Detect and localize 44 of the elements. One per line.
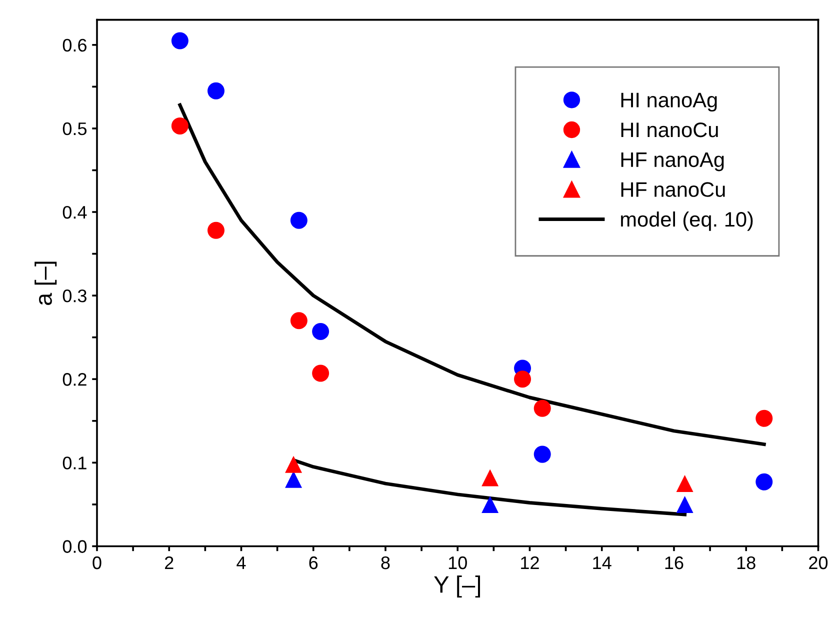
x-tick-label: 6	[309, 556, 318, 570]
x-tick-label: 16	[665, 556, 684, 570]
legend-label: HI nanoAg	[621, 92, 717, 112]
point	[482, 469, 499, 486]
y-tick-label: 0.1	[62, 456, 86, 470]
legend-label: HI nanoCu	[621, 122, 718, 138]
point	[756, 473, 773, 490]
point	[312, 364, 330, 382]
y-axis-title: a [–]	[34, 262, 57, 305]
point	[285, 456, 302, 473]
legend-label: model (eq. 10)	[621, 211, 753, 231]
x-axis-title: Y [–]	[434, 576, 480, 598]
y-tick-label: 0.6	[62, 38, 86, 52]
legend-label: HF nanoCu	[621, 182, 725, 197]
point	[207, 222, 224, 239]
point	[171, 32, 188, 50]
point	[534, 400, 551, 417]
point	[756, 410, 773, 427]
point	[676, 475, 694, 492]
point	[312, 322, 330, 340]
y-tick-label: 0.3	[62, 289, 86, 302]
y-tick-label: 0.2	[62, 373, 86, 386]
point	[171, 117, 188, 134]
y-tick-label: 0.0	[62, 540, 87, 553]
point	[290, 312, 308, 330]
y-tick-label: 0.4	[62, 206, 87, 219]
x-tick-label: 8	[381, 556, 390, 570]
x-tick-label: 12	[521, 556, 539, 570]
point	[676, 496, 694, 513]
x-tick-label: 10	[448, 556, 467, 570]
x-tick-label: 14	[593, 556, 612, 570]
point	[534, 446, 551, 463]
x-tick-label: 18	[737, 556, 756, 570]
x-tick-label: 0	[92, 556, 102, 570]
x-tick-label: 20	[809, 556, 828, 570]
point	[514, 370, 532, 388]
point	[207, 82, 224, 100]
y-tick-label: 0.5	[62, 122, 87, 136]
point	[482, 496, 499, 513]
point	[285, 470, 302, 488]
x-tick-label: 2	[165, 556, 174, 570]
point	[290, 212, 308, 229]
legend-label: HF nanoAg	[621, 152, 724, 172]
x-tick-label: 4	[236, 556, 246, 570]
